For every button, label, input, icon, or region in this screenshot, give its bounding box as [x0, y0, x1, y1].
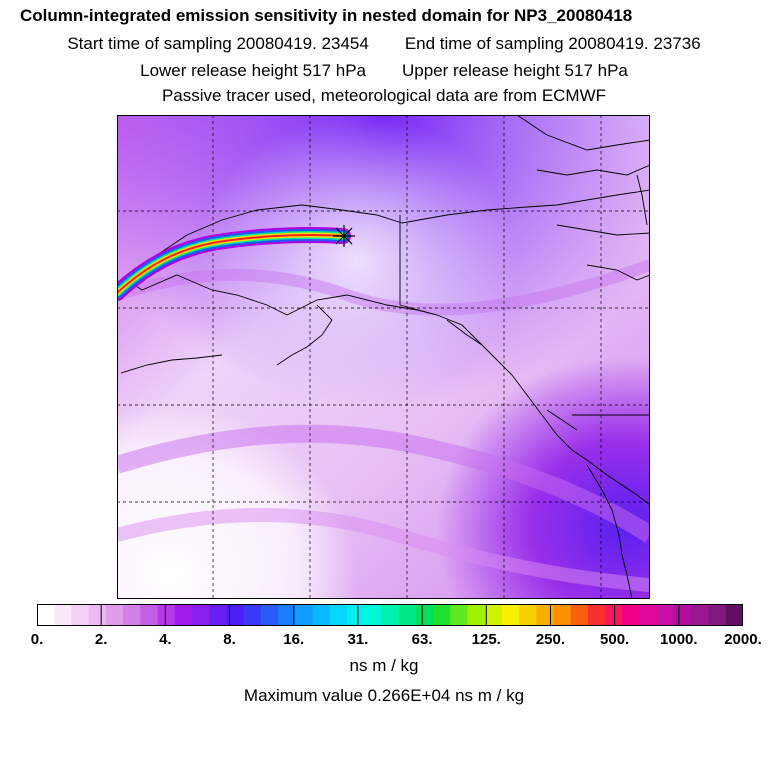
- colorbar-cell: [226, 604, 245, 626]
- colorbar-tick-label: 4.: [159, 631, 172, 648]
- colorbar-cell: [329, 604, 348, 626]
- colorbar-cell: [570, 604, 589, 626]
- sensitivity-map: [117, 115, 650, 599]
- colorbar: [37, 604, 743, 626]
- colorbar-cell: [278, 604, 296, 626]
- colorbar-cell: [381, 604, 400, 626]
- colorbar-cell: [346, 604, 365, 626]
- colorbar-cell: [54, 604, 72, 626]
- colorbar-cell: [71, 604, 90, 626]
- colorbar-cell: [501, 604, 520, 626]
- colorbar-cell: [88, 604, 107, 626]
- colorbar-tick-label: 8.: [223, 631, 236, 648]
- colorbar-cell: [209, 604, 227, 626]
- sampling-time-line: Start time of sampling 20080419. 23454 En…: [0, 34, 768, 54]
- colorbar-cell: [484, 604, 503, 626]
- colorbar-tick-label: 0.: [30, 631, 44, 648]
- colorbar-cell: [467, 604, 486, 626]
- colorbar-cell: [123, 604, 141, 626]
- colorbar-cell: [708, 604, 727, 626]
- upper-height-label: Upper release height 517 hPa: [402, 61, 628, 80]
- map-frame: [117, 115, 650, 599]
- colorbar-cell: [553, 604, 572, 626]
- colorbar-cell: [450, 604, 468, 626]
- trajectory-plume: [117, 226, 351, 301]
- lat-lon-grid: [117, 115, 650, 599]
- colorbar-cell: [157, 604, 176, 626]
- colorbar-cell: [536, 604, 555, 626]
- colorbar-tick-label: 250.: [535, 631, 566, 648]
- colorbar-cell: [243, 604, 262, 626]
- colorbar-cell: [364, 604, 382, 626]
- colorbar-cell: [260, 604, 279, 626]
- colorbar-tick-label: 1000.: [660, 631, 698, 648]
- release-height-line: Lower release height 517 hPa Upper releas…: [0, 61, 768, 81]
- colorbar-frame: [37, 604, 743, 626]
- colorbar-cell: [105, 604, 124, 626]
- plume-band: [117, 424, 650, 543]
- colorbar-tick-label: 63.: [411, 631, 433, 648]
- colorbar-cell: [37, 604, 55, 626]
- colorbar-cell: [622, 604, 641, 626]
- colorbar-cell: [674, 604, 692, 626]
- colorbar-cell: [140, 604, 159, 626]
- colorbar-tick-label: 500.: [600, 631, 630, 648]
- start-time-label: Start time of sampling 20080419. 23454: [67, 34, 369, 53]
- coastlines: [120, 115, 650, 599]
- colorbar-cell: [312, 604, 331, 626]
- colorbar-cell: [639, 604, 658, 626]
- end-time-label: End time of sampling 20080419. 23736: [404, 34, 701, 53]
- colorbar-tick-label: 2.: [94, 631, 108, 648]
- colorbar-cell: [174, 604, 193, 626]
- colorbar-cell: [398, 604, 417, 626]
- tracer-info: Passive tracer used, meteorological data…: [161, 86, 607, 105]
- colorbar-tick-label: 31.: [347, 631, 369, 648]
- colorbar-cell: [519, 604, 537, 626]
- main-title: Column-integrated emission sensitivity i…: [20, 6, 633, 25]
- plume-band: [117, 508, 650, 592]
- colorbar-cell: [191, 604, 210, 626]
- maximum-value-label: Maximum value 0.266E+04 ns m / kg: [243, 686, 525, 705]
- colorbar-cell: [725, 604, 743, 626]
- colorbar-cell: [415, 604, 434, 626]
- release-point-marker: [333, 225, 355, 247]
- colorbar-unit-label: ns m / kg: [349, 656, 419, 675]
- colorbar-cell: [605, 604, 623, 626]
- colorbar-cell: [433, 604, 451, 626]
- lower-height-label: Lower release height 517 hPa: [140, 61, 366, 80]
- colorbar-tick-label: 2000.: [724, 631, 762, 648]
- colorbar-cell: [588, 604, 606, 626]
- colorbar-cell: [656, 604, 675, 626]
- colorbar-cell: [691, 604, 710, 626]
- colorbar-cell: [295, 604, 314, 626]
- colorbar-tick-label: 125.: [471, 631, 501, 648]
- colorbar-tick-label: 16.: [283, 631, 305, 648]
